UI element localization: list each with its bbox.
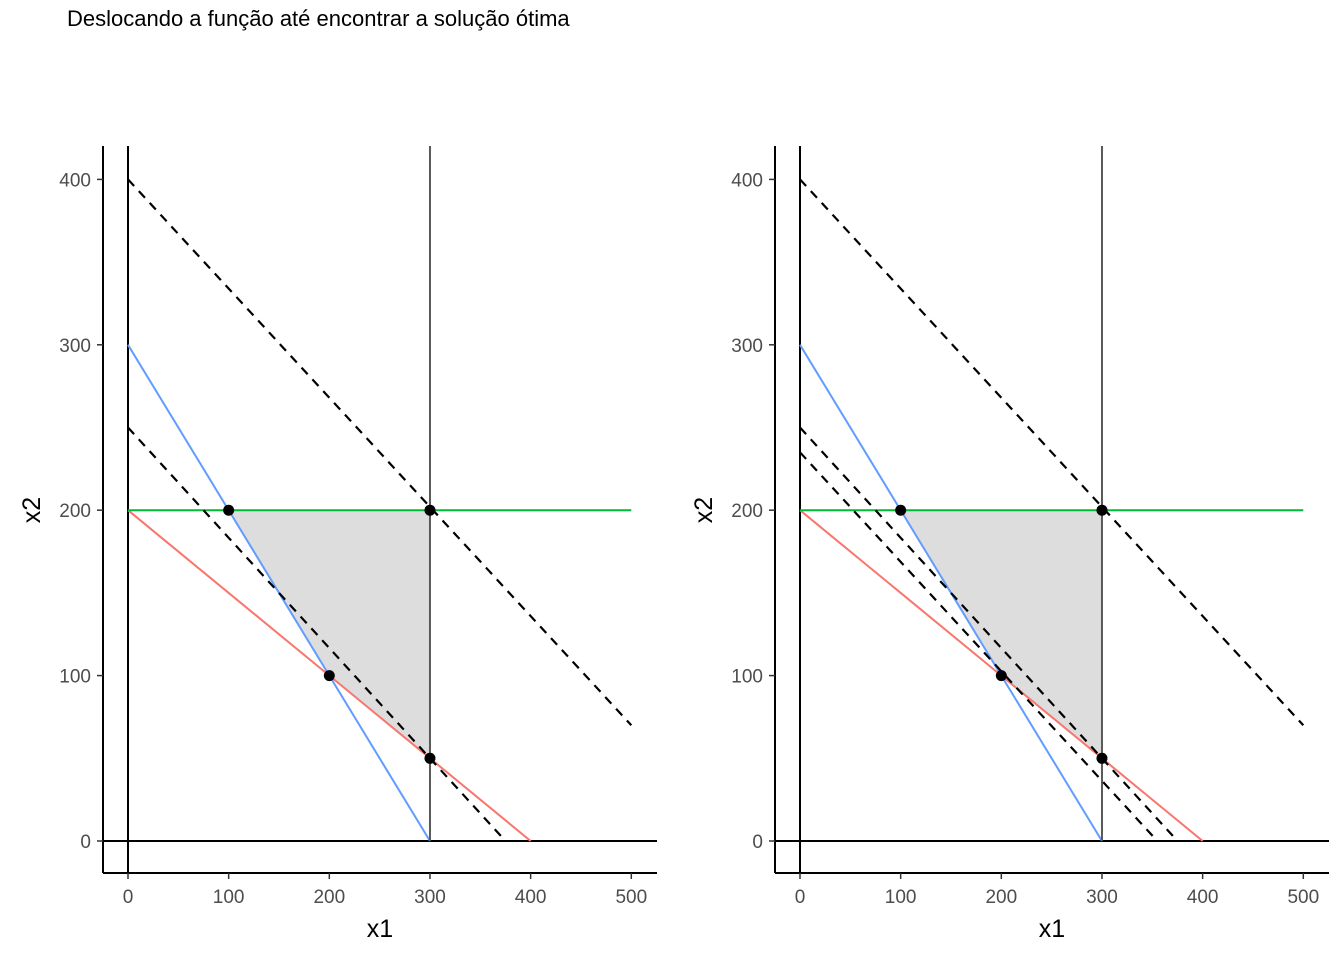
- y-tick-label: 400: [731, 170, 763, 191]
- x-tick-label: 500: [1287, 887, 1319, 908]
- x-tick-label: 0: [123, 887, 134, 908]
- x-tick-label: 100: [213, 887, 245, 908]
- vertex-point-1: [1096, 504, 1108, 516]
- y-axis-title: x2: [690, 497, 718, 523]
- vertex-point-3: [1096, 752, 1108, 764]
- chart-panel-left: 0 100 200 300 400 500 0 100 200 300 400 x1 x2: [18, 146, 657, 943]
- x-tick-label: 300: [414, 887, 446, 908]
- x-tick-label: 300: [1086, 887, 1118, 908]
- y-tick-label: 300: [731, 336, 763, 357]
- x-axis-title: x1: [367, 915, 393, 943]
- constraint-line-blue: [127, 344, 431, 842]
- feasible-region: [900, 510, 1102, 759]
- y-tick-label: 300: [59, 336, 91, 357]
- x-axis-title: x1: [1039, 915, 1065, 943]
- constraint-line-blue: [799, 344, 1103, 842]
- objective-line-0: [799, 178, 1305, 726]
- y-tick-label: 0: [80, 832, 91, 853]
- x-tick-label: 400: [515, 887, 547, 908]
- vertex-point-3: [424, 752, 436, 764]
- x-tick-label: 400: [1187, 887, 1219, 908]
- y-tick-label: 100: [59, 667, 91, 688]
- y-tick-label: 200: [731, 501, 763, 522]
- x-tick-label: 200: [313, 887, 345, 908]
- x-tick-label: 100: [885, 887, 917, 908]
- vertex-point-2: [323, 670, 335, 682]
- objective-line-1: [799, 426, 1179, 842]
- y-tick-label: 0: [752, 832, 763, 853]
- objective-line-2: [799, 451, 1159, 842]
- y-tick-label: 400: [59, 170, 91, 191]
- vertex-point-2: [995, 670, 1007, 682]
- objective-line-0: [127, 178, 633, 726]
- y-tick-label: 200: [59, 501, 91, 522]
- vertex-point-1: [424, 504, 436, 516]
- page-title: Deslocando a função até encontrar a solu…: [67, 6, 570, 31]
- vertex-point-0: [895, 504, 907, 516]
- objective-line-1: [127, 426, 507, 842]
- chart-panel-right: 0 100 200 300 400 500 0 100 200 300 400 x1 x2: [690, 146, 1329, 943]
- x-tick-label: 0: [795, 887, 806, 908]
- x-tick-label: 200: [985, 887, 1017, 908]
- feasible-region: [228, 510, 430, 759]
- y-axis-title: x2: [18, 497, 46, 523]
- y-tick-label: 100: [731, 667, 763, 688]
- vertex-point-0: [223, 504, 235, 516]
- x-tick-label: 500: [615, 887, 647, 908]
